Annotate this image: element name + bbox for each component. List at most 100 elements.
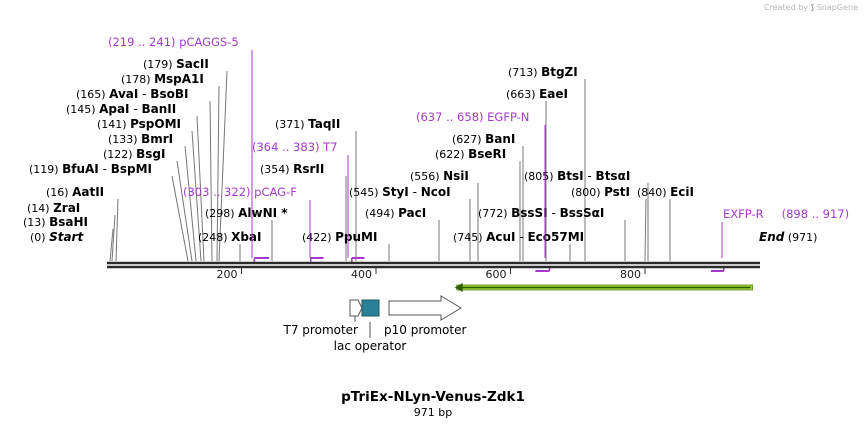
lac-operator-box-icon: [361, 299, 380, 317]
enzyme-label: (494) PacI: [365, 206, 426, 220]
watermark-created-by: Created by: [763, 3, 808, 12]
feature-p10-promoter[interactable]: p10 promoter: [384, 295, 466, 337]
enzyme-site-bsssi[interactable]: (772) BssSI - BssSαI: [478, 206, 626, 261]
feature-t7-promoter[interactable]: T7 promoter: [283, 299, 363, 337]
enzyme-site-bsahi[interactable]: (13) BsaHI: [23, 215, 114, 262]
enzyme-site-acui[interactable]: (745) AcuI - Eco57MI: [453, 230, 584, 261]
enzyme-site-aatii[interactable]: (16) AatII: [46, 185, 119, 262]
enzyme-name: BsaHI: [49, 215, 88, 229]
enzyme-label: (545) StyI - NcoI: [349, 185, 451, 199]
enzyme-site-avai[interactable]: (165) AvaI - BsoBI: [76, 87, 213, 262]
ruler-tick-label: 800: [620, 268, 641, 281]
enzyme-site-taqii[interactable]: (371) TaqII: [275, 117, 357, 261]
enzyme-position: (13): [23, 216, 49, 229]
enzyme-site-apai[interactable]: (145) ApaI - BanII: [66, 102, 205, 262]
snapgene-logo-icon: ⟆: [810, 3, 815, 12]
enzyme-site-alwni-[interactable]: (298) AlwNI *: [205, 206, 288, 261]
primer-range: (637 .. 658): [416, 110, 487, 124]
feature-lac-operator[interactable]: lac operator: [334, 299, 407, 353]
enzyme-position: (556): [410, 170, 443, 183]
enzyme-site-nsii[interactable]: (556) NsiI: [410, 169, 479, 261]
enzyme-connector: [111, 214, 116, 262]
feature-reverse-arrow[interactable]: [454, 283, 754, 292]
enzyme-connector: [196, 115, 205, 262]
enzyme-name-2: BspMI: [111, 162, 152, 176]
enzyme-label: (13) BsaHI: [23, 215, 88, 229]
enzyme-site-btgzi[interactable]: (713) BtgZI: [508, 65, 586, 261]
primer-name: EGFP-N: [487, 110, 529, 124]
enzyme-site-bsgi[interactable]: (122) BsgI: [103, 147, 193, 262]
enzyme-connector: [109, 228, 114, 262]
enzyme-name-2: NcoI: [421, 185, 451, 199]
primer-t7[interactable]: (364 .. 383) T7: [252, 140, 365, 263]
enzyme-connector: [218, 70, 228, 262]
enzyme-connector: [176, 160, 193, 262]
primer-egfp-n[interactable]: (637 .. 658) EGFP-N: [416, 110, 551, 272]
enzyme-position: (298): [205, 207, 238, 220]
enzyme-connector: [115, 198, 119, 262]
enzyme-separator: -: [516, 230, 528, 244]
enzyme-position: (805): [524, 170, 557, 183]
enzyme-site-bani[interactable]: (627) BanI: [452, 132, 524, 261]
enzyme-site-bfuai[interactable]: (119) BfuAI - BspMI: [29, 162, 189, 262]
enzyme-label: (772) BssSI - BssSαI: [478, 206, 604, 220]
enzyme-site-zrai[interactable]: (14) ZraI: [27, 201, 116, 262]
enzyme-site-bseri[interactable]: (622) BseRI: [435, 147, 521, 261]
enzyme-site-pspomi[interactable]: (141) PspOMI: [97, 117, 202, 262]
primer-pcag-f[interactable]: (303 .. 322) pCAG-F: [183, 185, 324, 263]
primer-label: (219 .. 241) pCAGGS-5: [108, 35, 239, 49]
enzyme-name: AatII: [72, 185, 104, 199]
enzyme-connector: [216, 85, 220, 262]
primer-exfp-r[interactable]: EXFP-R (898 .. 917): [710, 207, 849, 272]
enzyme-site-mspa1i[interactable]: (178) MspA1I: [121, 72, 220, 262]
enzyme-name: ApaI: [99, 102, 129, 116]
lac-operator-label: lac operator: [334, 339, 407, 353]
enzyme-name-2: BanII: [142, 102, 177, 116]
enzyme-name: PacI: [398, 206, 426, 220]
enzyme-position: (422): [302, 231, 335, 244]
primer-range: (364 .. 383): [252, 140, 323, 154]
enzyme-label: (119) BfuAI - BspMI: [29, 162, 152, 176]
enzyme-site-psti[interactable]: (800) PstI: [571, 185, 647, 262]
primer-label: (637 .. 658) EGFP-N: [416, 110, 529, 124]
enzyme-label: (145) ApaI - BanII: [66, 102, 176, 116]
primer-name: pCAG-F: [254, 185, 297, 199]
enzyme-site-bmri[interactable]: (133) BmrI: [108, 132, 197, 262]
enzyme-site-start[interactable]: (0) Start: [30, 230, 84, 244]
enzyme-site-rsrii[interactable]: (354) RsrII: [260, 162, 347, 261]
enzyme-name: BsgI: [136, 147, 165, 161]
enzyme-label: (178) MspA1I: [121, 72, 204, 86]
enzyme-separator: -: [130, 102, 142, 116]
enzyme-name: PspOMI: [130, 117, 181, 131]
enzyme-site-paci[interactable]: (494) PacI: [365, 206, 440, 261]
enzyme-name: EciI: [670, 185, 694, 199]
enzyme-label: (354) RsrII: [260, 162, 324, 176]
enzyme-position: (663): [506, 88, 539, 101]
ruler-tick-label: 200: [217, 268, 238, 281]
enzyme-label: (14) ZraI: [27, 201, 80, 215]
enzyme-connector: [209, 100, 213, 262]
enzyme-position: (248): [198, 231, 231, 244]
t7-promoter-arrow-icon: [349, 299, 363, 317]
enzyme-position: (141): [97, 118, 130, 131]
enzyme-name: BanI: [485, 132, 515, 146]
enzyme-label: (663) EaeI: [506, 87, 568, 101]
enzyme-site-ecii[interactable]: (840) EciI: [637, 185, 694, 261]
enzyme-site-end[interactable]: End (971): [759, 230, 817, 244]
enzyme-name: BssSI: [511, 206, 548, 220]
enzyme-site-eaei[interactable]: (663) EaeI: [506, 87, 568, 261]
enzyme-site-sacii[interactable]: (179) SacII: [143, 57, 228, 262]
enzyme-label: (179) SacII: [143, 57, 209, 71]
enzyme-position: (494): [365, 207, 398, 220]
enzyme-label: (805) BtsI - BtsαI: [524, 169, 630, 183]
enzyme-name: End: [759, 230, 785, 244]
enzyme-site-styi[interactable]: (545) StyI - NcoI: [349, 185, 471, 261]
enzyme-separator: -: [409, 185, 421, 199]
enzyme-label: (745) AcuI - Eco57MI: [453, 230, 584, 244]
primer-label: (364 .. 383) T7: [252, 140, 338, 154]
enzyme-site-btsi[interactable]: (805) BtsI - BtsαI: [524, 169, 649, 261]
enzyme-label: (622) BseRI: [435, 147, 506, 161]
enzyme-name-2: BtsαI: [596, 169, 631, 183]
enzyme-site-xbai[interactable]: (248) XbaI: [198, 230, 261, 261]
